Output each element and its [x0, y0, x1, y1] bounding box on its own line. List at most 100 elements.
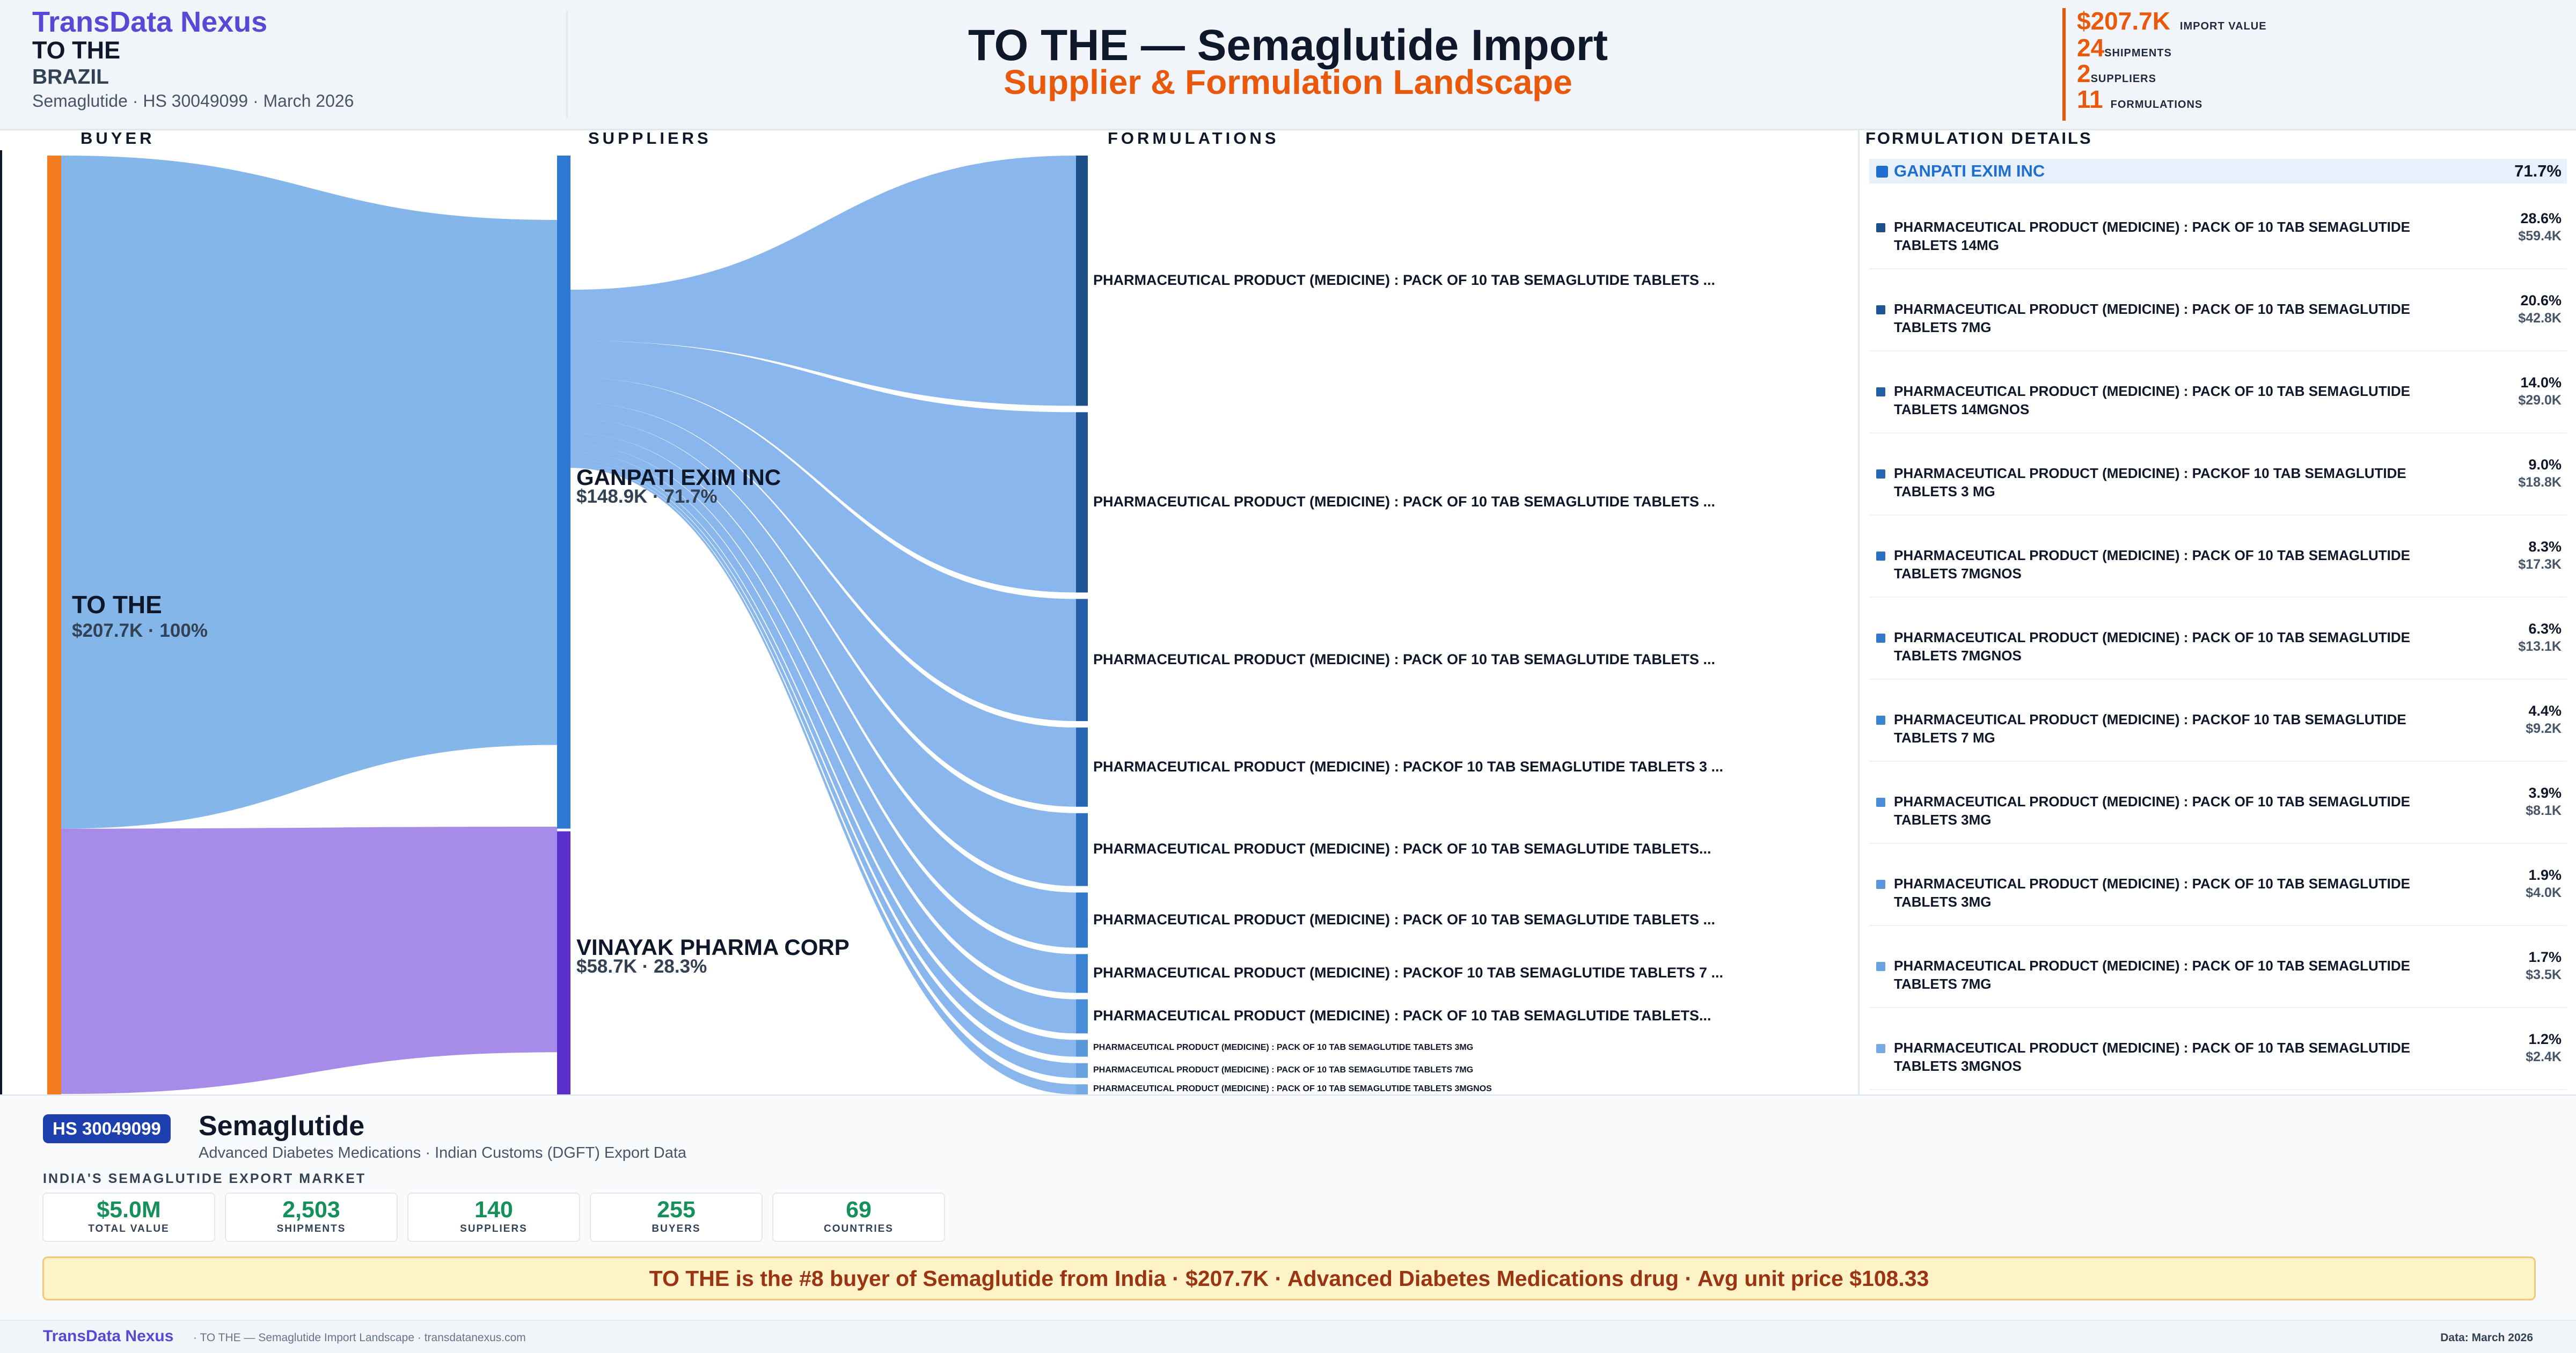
details-formulation-name: PHARMACEUTICAL PRODUCT (MEDICINE) : PACK…	[1894, 711, 2406, 746]
column-header-suppliers: SUPPLIERS	[588, 129, 712, 148]
stat-value: 11	[2077, 85, 2103, 113]
page-footer: TransData Nexus · TO THE — Semaglutide I…	[0, 1320, 2576, 1353]
formulation-label: PHARMACEUTICAL PRODUCT (MEDICINE) : PACK…	[1093, 1043, 1474, 1053]
details-row[interactable]: PHARMACEUTICAL PRODUCT (MEDICINE) : PACK…	[1869, 187, 2567, 269]
buyer-name: TO THE	[32, 36, 121, 64]
details-formulation-pct: 14.0%	[2520, 374, 2562, 391]
formulation-node	[1076, 892, 1088, 948]
supplier-formulation-link	[570, 444, 1076, 993]
details-row[interactable]: PHARMACEUTICAL PRODUCT (MEDICINE) : PACK…	[1869, 1008, 2567, 1090]
details-row[interactable]: PHARMACEUTICAL PRODUCT (MEDICINE) : PACK…	[1869, 761, 2567, 844]
stat-import-value: $207.7K IMPORT VALUE	[2077, 6, 2267, 35]
formulation-node	[1076, 954, 1088, 993]
stat-shipments: 24 SHIPMENTS	[2077, 33, 2172, 62]
supplier-formulation-link	[570, 418, 1076, 886]
details-formulation-value: $8.1K	[2526, 803, 2562, 818]
details-formulation-value: $4.0K	[2526, 885, 2562, 900]
details-formulation-pct: 20.6%	[2520, 292, 2562, 308]
formulation-label: PHARMACEUTICAL PRODUCT (MEDICINE) : PACK…	[1093, 1008, 1711, 1024]
page-header: TransData Nexus TO THE BRAZIL Semaglutid…	[0, 0, 2576, 130]
kpi-card-countries: 69 COUNTRIES	[772, 1193, 945, 1242]
details-formulation-pct: 28.6%	[2520, 210, 2562, 226]
details-formulation-pct: 3.9%	[2528, 785, 2562, 801]
details-formulation-name: PHARMACEUTICAL PRODUCT (MEDICINE) : PACK…	[1894, 1040, 2410, 1074]
details-row[interactable]: PHARMACEUTICAL PRODUCT (MEDICINE) : PACK…	[1869, 679, 2567, 762]
details-row[interactable]: PHARMACEUTICAL PRODUCT (MEDICINE) : PACK…	[1869, 515, 2567, 598]
supplier-node	[557, 831, 570, 1094]
formulation-node	[1076, 813, 1088, 886]
details-formulation-value: $9.2K	[2526, 721, 2562, 736]
supplier-formulation-link	[570, 459, 1076, 1057]
kpi-card-total-value: $5.0M TOTAL VALUE	[42, 1193, 215, 1242]
supplier-formulation-link	[570, 377, 1076, 722]
formulation-color-swatch	[1876, 880, 1885, 889]
supplier-formulation-link	[570, 402, 1076, 807]
formulation-label: PHARMACEUTICAL PRODUCT (MEDICINE) : PACK…	[1093, 271, 1715, 288]
stat-label: FORMULATIONS	[2110, 99, 2203, 111]
brand-logo[interactable]: TransData Nexus	[32, 6, 268, 38]
details-formulation-name: PHARMACEUTICAL PRODUCT (MEDICINE) : PACK…	[1894, 219, 2410, 253]
details-formulation-name: PHARMACEUTICAL PRODUCT (MEDICINE) : PACK…	[1894, 876, 2410, 910]
footer-brand[interactable]: TransData Nexus	[43, 1327, 174, 1345]
details-formulation-name: PHARMACEUTICAL PRODUCT (MEDICINE) : PACK…	[1894, 465, 2406, 499]
supplier-node-label: GANPATI EXIM INC	[576, 465, 781, 490]
formulation-color-swatch	[1876, 223, 1885, 232]
details-row[interactable]: PHARMACEUTICAL PRODUCT (MEDICINE) : PACK…	[1869, 843, 2567, 926]
buyer-supplier-link	[61, 156, 557, 829]
buyer-node-value: $207.7K · 100%	[72, 620, 208, 641]
footer-text: · TO THE — Semaglutide Import Landscape …	[193, 1332, 526, 1344]
formulation-node	[1076, 1084, 1088, 1094]
header-meta: Semaglutide · HS 30049099 · March 2026	[32, 91, 354, 111]
kpi-card-shipments: 2,503 SHIPMENTS	[225, 1193, 398, 1242]
stat-label: IMPORT VALUE	[2179, 20, 2267, 32]
formulation-label: PHARMACEUTICAL PRODUCT (MEDICINE) : PACK…	[1093, 911, 1715, 928]
details-supplier-pct: 71.7%	[2514, 161, 2562, 180]
formulation-node	[1076, 156, 1088, 406]
details-formulation-name: PHARMACEUTICAL PRODUCT (MEDICINE) : PACK…	[1894, 301, 2410, 335]
details-formulation-pct: 1.7%	[2528, 949, 2562, 965]
details-formulation-name: PHARMACEUTICAL PRODUCT (MEDICINE) : PACK…	[1894, 629, 2410, 664]
details-row[interactable]: PHARMACEUTICAL PRODUCT (MEDICINE) : PACK…	[1869, 351, 2567, 433]
formulation-color-swatch	[1876, 716, 1885, 725]
formulation-color-swatch	[1876, 469, 1885, 479]
details-formulation-name: PHARMACEUTICAL PRODUCT (MEDICINE) : PACK…	[1894, 958, 2410, 992]
formulation-color-swatch	[1876, 634, 1885, 643]
formulation-node	[1076, 1040, 1088, 1057]
footer-data-date: Data: March 2026	[2440, 1332, 2533, 1344]
stat-suppliers: 2 SUPPLIERS	[2077, 59, 2156, 88]
kpi-value: $5.0M	[97, 1197, 161, 1223]
sankey-diagram	[0, 150, 1088, 1094]
kpi-value: 140	[474, 1197, 513, 1223]
details-supplier-row[interactable]: GANPATI EXIM INC 71.7%	[1869, 159, 2567, 183]
formulation-label: PHARMACEUTICAL PRODUCT (MEDICINE) : PACK…	[1093, 494, 1715, 510]
buyer-node-label: TO THE	[72, 591, 162, 619]
details-row[interactable]: PHARMACEUTICAL PRODUCT (MEDICINE) : PACK…	[1869, 597, 2567, 680]
formulation-label: PHARMACEUTICAL PRODUCT (MEDICINE) : PACK…	[1093, 841, 1711, 857]
kpi-card-suppliers: 140 SUPPLIERS	[407, 1193, 580, 1242]
stat-value: 2	[2077, 60, 2091, 87]
page-subtitle: Supplier & Formulation Landscape	[1004, 63, 1572, 101]
buyer-supplier-link	[61, 827, 557, 1094]
details-row[interactable]: PHARMACEUTICAL PRODUCT (MEDICINE) : PACK…	[1869, 269, 2567, 351]
supplier-node-label: VINAYAK PHARMA CORP	[576, 935, 850, 960]
drug-subtitle: Advanced Diabetes Medications · Indian C…	[199, 1144, 687, 1161]
details-row[interactable]: PHARMACEUTICAL PRODUCT (MEDICINE) : PACK…	[1869, 925, 2567, 1008]
drug-info-section: HS 30049099 Semaglutide Advanced Diabete…	[0, 1094, 2576, 1321]
details-formulation-name: PHARMACEUTICAL PRODUCT (MEDICINE) : PACK…	[1894, 547, 2410, 582]
formulation-node	[1076, 727, 1088, 807]
details-formulation-pct: 9.0%	[2528, 457, 2562, 473]
buyer-node	[47, 156, 61, 1094]
stat-label: SHIPMENTS	[2104, 47, 2172, 59]
kpi-value: 2,503	[282, 1197, 340, 1223]
details-formulation-name: PHARMACEUTICAL PRODUCT (MEDICINE) : PACK…	[1894, 383, 2410, 417]
details-formulation-value: $17.3K	[2518, 557, 2562, 572]
supplier-formulation-link	[570, 462, 1076, 1078]
supplier-formulation-link	[570, 156, 1076, 406]
stats-accent-bar	[2062, 8, 2066, 121]
kpi-card-buyers: 255 BUYERS	[590, 1193, 763, 1242]
details-formulation-value: $42.8K	[2518, 311, 2562, 326]
details-row[interactable]: PHARMACEUTICAL PRODUCT (MEDICINE) : PACK…	[1869, 433, 2567, 516]
supplier-formulation-link	[570, 433, 1076, 948]
formulation-node	[1076, 1063, 1088, 1078]
formulation-color-swatch	[1876, 798, 1885, 807]
